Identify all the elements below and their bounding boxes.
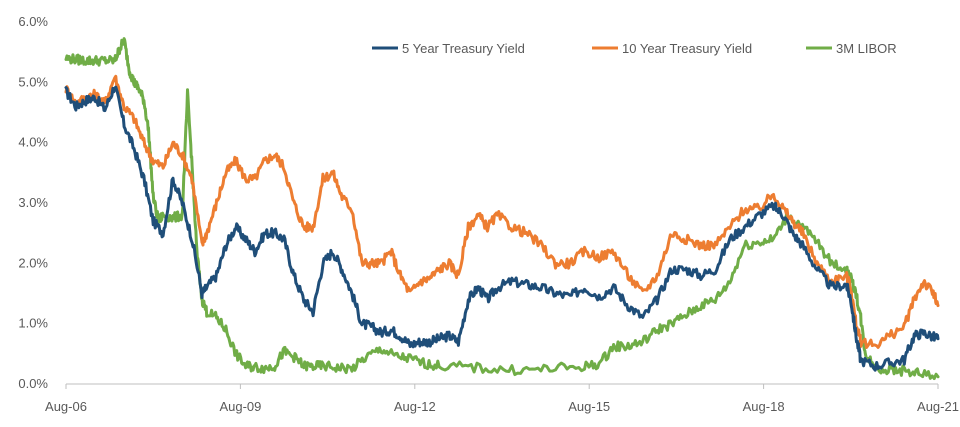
series-line-5-year-treasury-yield — [64, 85, 940, 372]
x-tick-label: Aug-21 — [917, 399, 959, 414]
x-tick-label: Aug-09 — [219, 399, 261, 414]
x-tick-label: Aug-12 — [394, 399, 436, 414]
x-tick-label: Aug-06 — [45, 399, 87, 414]
series-lines — [64, 37, 940, 381]
y-tick-label: 6.0% — [18, 14, 48, 29]
x-axis-ticks: Aug-06 Aug-09 Aug-12 Aug-15 Aug-18 Aug-21 — [45, 384, 959, 414]
y-tick-label: 0.0% — [18, 376, 48, 391]
y-tick-label: 3.0% — [18, 195, 48, 210]
y-tick-label: 4.0% — [18, 135, 48, 150]
y-axis-ticks: 0.0% 1.0% 2.0% 3.0% 4.0% 5.0% 6.0% — [18, 14, 48, 391]
y-tick-label: 2.0% — [18, 255, 48, 270]
legend-label: 5 Year Treasury Yield — [402, 41, 525, 56]
legend-label: 10 Year Treasury Yield — [622, 41, 752, 56]
legend: 5 Year Treasury Yield 10 Year Treasury Yi… — [372, 41, 897, 56]
y-tick-label: 1.0% — [18, 316, 48, 331]
y-tick-label: 5.0% — [18, 74, 48, 89]
x-tick-label: Aug-15 — [568, 399, 610, 414]
series-line-10-year-treasury-yield — [64, 74, 940, 349]
legend-label: 3M LIBOR — [836, 41, 897, 56]
x-tick-label: Aug-18 — [743, 399, 785, 414]
